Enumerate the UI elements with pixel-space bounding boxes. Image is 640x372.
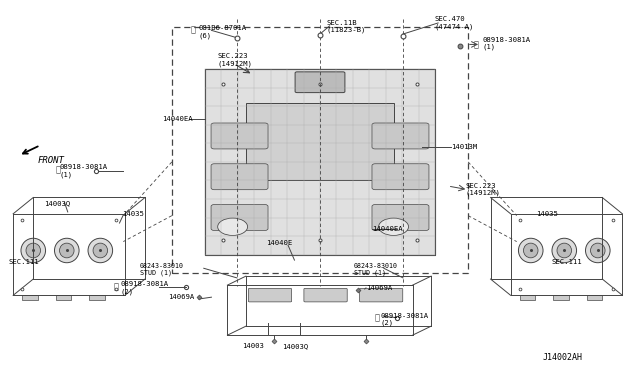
Text: Ⓝ: Ⓝ — [113, 282, 118, 291]
FancyBboxPatch shape — [304, 288, 348, 302]
Text: 14003: 14003 — [242, 343, 264, 349]
Text: 08918-3081A
(1): 08918-3081A (1) — [483, 36, 531, 50]
Ellipse shape — [26, 243, 40, 258]
FancyBboxPatch shape — [372, 205, 429, 231]
FancyBboxPatch shape — [56, 295, 71, 300]
Text: SEC.111: SEC.111 — [551, 259, 582, 265]
Text: 08918-3081A
(2): 08918-3081A (2) — [121, 281, 169, 295]
Ellipse shape — [379, 218, 408, 235]
FancyBboxPatch shape — [22, 295, 38, 300]
Text: 14035: 14035 — [536, 211, 557, 217]
Text: 14040EA: 14040EA — [372, 226, 403, 232]
Ellipse shape — [586, 238, 610, 263]
FancyBboxPatch shape — [248, 288, 292, 302]
Text: 14035: 14035 — [122, 211, 144, 217]
Text: 14040EA: 14040EA — [162, 116, 192, 122]
Text: Ⓝ: Ⓝ — [56, 166, 61, 174]
Text: SEC.223
(14912M): SEC.223 (14912M) — [466, 183, 500, 196]
Ellipse shape — [518, 238, 543, 263]
FancyBboxPatch shape — [372, 123, 429, 149]
Text: 14040E: 14040E — [266, 240, 292, 246]
FancyBboxPatch shape — [211, 205, 268, 231]
Bar — [205, 69, 435, 254]
Text: Ⓝ: Ⓝ — [375, 313, 380, 322]
Text: 14013M: 14013M — [451, 144, 477, 150]
Ellipse shape — [54, 238, 79, 263]
FancyBboxPatch shape — [587, 295, 602, 300]
Text: 14003Q: 14003Q — [44, 200, 70, 206]
Text: SEC.470
(47474-A): SEC.470 (47474-A) — [435, 16, 474, 30]
Ellipse shape — [88, 238, 113, 263]
Text: 14069A: 14069A — [366, 285, 392, 291]
Text: Ⓝ: Ⓝ — [191, 26, 196, 35]
Text: SEC.111: SEC.111 — [8, 259, 39, 265]
Text: 08243-83010
STUD (1): 08243-83010 STUD (1) — [354, 263, 398, 276]
Ellipse shape — [60, 243, 74, 258]
Bar — [205, 69, 435, 254]
Ellipse shape — [552, 238, 577, 263]
Ellipse shape — [218, 218, 248, 235]
Ellipse shape — [557, 243, 572, 258]
Ellipse shape — [591, 243, 605, 258]
FancyBboxPatch shape — [295, 72, 345, 93]
FancyBboxPatch shape — [211, 123, 268, 149]
FancyBboxPatch shape — [372, 164, 429, 190]
Text: SEC.223
(14912M): SEC.223 (14912M) — [218, 53, 253, 67]
FancyBboxPatch shape — [360, 288, 403, 302]
Ellipse shape — [524, 243, 538, 258]
FancyBboxPatch shape — [211, 164, 268, 190]
FancyBboxPatch shape — [553, 295, 569, 300]
Text: Ⓝ: Ⓝ — [474, 41, 479, 50]
Ellipse shape — [21, 238, 45, 263]
Ellipse shape — [93, 243, 108, 258]
Text: 081B6-8701A
(6): 081B6-8701A (6) — [198, 25, 247, 39]
Bar — [246, 103, 394, 180]
FancyBboxPatch shape — [89, 295, 105, 300]
Text: 08243-83010
STUD (1): 08243-83010 STUD (1) — [140, 263, 184, 276]
FancyBboxPatch shape — [520, 295, 535, 300]
Text: 14069A: 14069A — [168, 294, 195, 300]
Bar — [172, 27, 468, 273]
Text: FRONT: FRONT — [38, 155, 65, 164]
Text: 14003Q: 14003Q — [282, 343, 308, 349]
Text: 08918-3081A
(1): 08918-3081A (1) — [60, 164, 108, 178]
Text: 08918-3081A
(2): 08918-3081A (2) — [381, 313, 429, 326]
Text: SEC.11B
(11823-B): SEC.11B (11823-B) — [326, 20, 366, 33]
Text: J14002AH: J14002AH — [542, 353, 582, 362]
